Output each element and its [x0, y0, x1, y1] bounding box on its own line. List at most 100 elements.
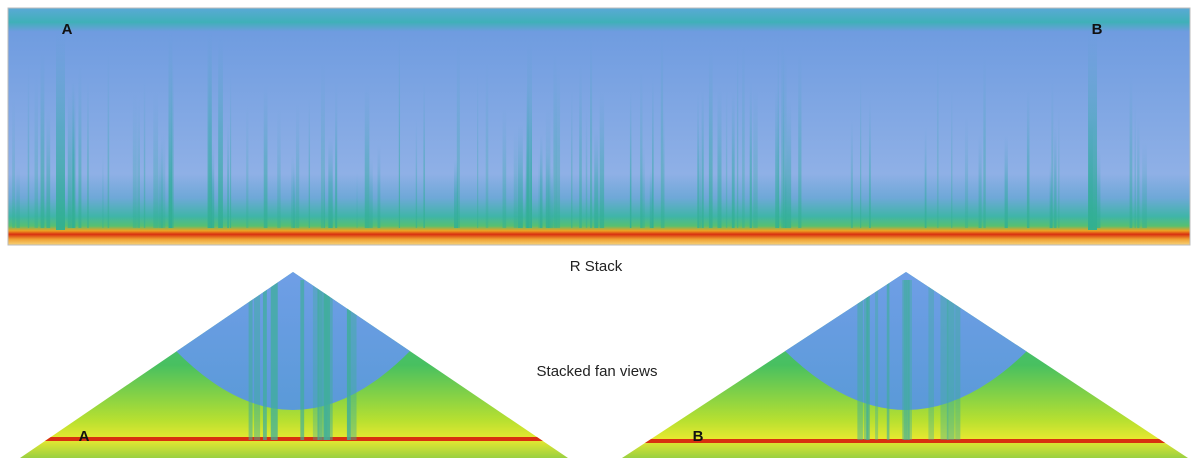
texture	[1005, 135, 1008, 228]
texture	[709, 50, 713, 228]
texture	[365, 84, 370, 228]
texture	[571, 88, 572, 228]
texture	[264, 85, 268, 228]
texture	[133, 93, 137, 228]
texture	[538, 151, 541, 228]
texture	[630, 162, 631, 228]
texture	[937, 49, 939, 228]
texture	[457, 43, 460, 228]
texture	[983, 55, 985, 228]
texture	[16, 167, 19, 228]
texture	[12, 98, 15, 228]
texture	[309, 96, 310, 228]
texture	[102, 153, 103, 228]
texture	[579, 65, 582, 228]
texture	[357, 170, 358, 228]
texture	[1054, 124, 1056, 228]
texture	[300, 280, 304, 440]
caption: Stacked fan views	[537, 363, 658, 380]
texture	[423, 79, 424, 228]
fan-label: B	[693, 428, 704, 445]
texture	[732, 90, 735, 228]
texture	[928, 280, 934, 440]
texture	[263, 280, 267, 440]
texture	[979, 134, 982, 228]
fan-view	[622, 272, 1188, 458]
texture	[28, 64, 29, 228]
texture	[477, 70, 478, 228]
echogram-label: A	[62, 21, 73, 38]
caption: R Stack	[570, 258, 623, 275]
texture	[594, 128, 598, 228]
texture	[72, 79, 74, 228]
texture	[556, 65, 560, 228]
texture	[875, 280, 878, 440]
texture	[726, 84, 727, 228]
texture	[955, 280, 960, 440]
texture	[640, 69, 642, 228]
texture	[783, 52, 787, 228]
texture	[1027, 88, 1030, 228]
texture	[553, 52, 556, 228]
texture	[254, 280, 260, 440]
texture	[951, 88, 952, 228]
texture	[546, 107, 551, 228]
texture	[1088, 30, 1097, 230]
texture	[168, 32, 172, 228]
figure: A B R Stack A B Stacked fan views	[0, 0, 1192, 461]
texture	[1142, 142, 1147, 228]
texture	[335, 112, 337, 228]
texture	[324, 164, 325, 228]
texture	[787, 100, 792, 228]
texture	[1096, 150, 1100, 228]
texture	[56, 30, 65, 230]
texture	[904, 280, 906, 440]
texture	[271, 280, 278, 440]
texture	[750, 82, 752, 228]
texture	[41, 52, 45, 228]
texture	[650, 169, 654, 228]
texture	[753, 85, 757, 228]
texture	[851, 119, 853, 228]
texture	[514, 128, 518, 228]
fan-label: A	[79, 428, 90, 445]
texture	[887, 280, 890, 440]
texture	[211, 141, 214, 228]
texture	[249, 280, 253, 440]
echogram-label: B	[1092, 21, 1103, 38]
texture	[378, 144, 381, 228]
texture	[486, 61, 489, 228]
texture	[369, 157, 372, 228]
texture	[590, 37, 592, 228]
texture	[965, 116, 968, 228]
texture	[530, 107, 531, 228]
texture	[1130, 75, 1133, 228]
texture	[87, 80, 89, 228]
fan-view	[20, 272, 568, 458]
texture	[1135, 102, 1136, 228]
texture	[230, 73, 231, 228]
texture	[742, 42, 745, 228]
texture	[702, 88, 704, 228]
texture	[323, 280, 330, 440]
texture	[586, 109, 587, 228]
texture	[296, 103, 299, 228]
texture	[137, 99, 140, 228]
texture	[144, 76, 145, 228]
texture	[35, 73, 38, 228]
texture	[293, 163, 295, 228]
texture	[860, 75, 861, 228]
texture	[153, 92, 158, 228]
texture	[227, 122, 229, 228]
texture	[869, 99, 871, 228]
texture	[698, 123, 701, 228]
texture	[277, 109, 280, 228]
texture	[737, 44, 738, 228]
texture	[46, 109, 50, 228]
echogram	[8, 8, 1190, 245]
texture	[246, 104, 248, 228]
texture	[416, 118, 417, 228]
texture	[68, 88, 72, 228]
texture	[1137, 115, 1139, 228]
echogram-background	[8, 8, 1190, 245]
